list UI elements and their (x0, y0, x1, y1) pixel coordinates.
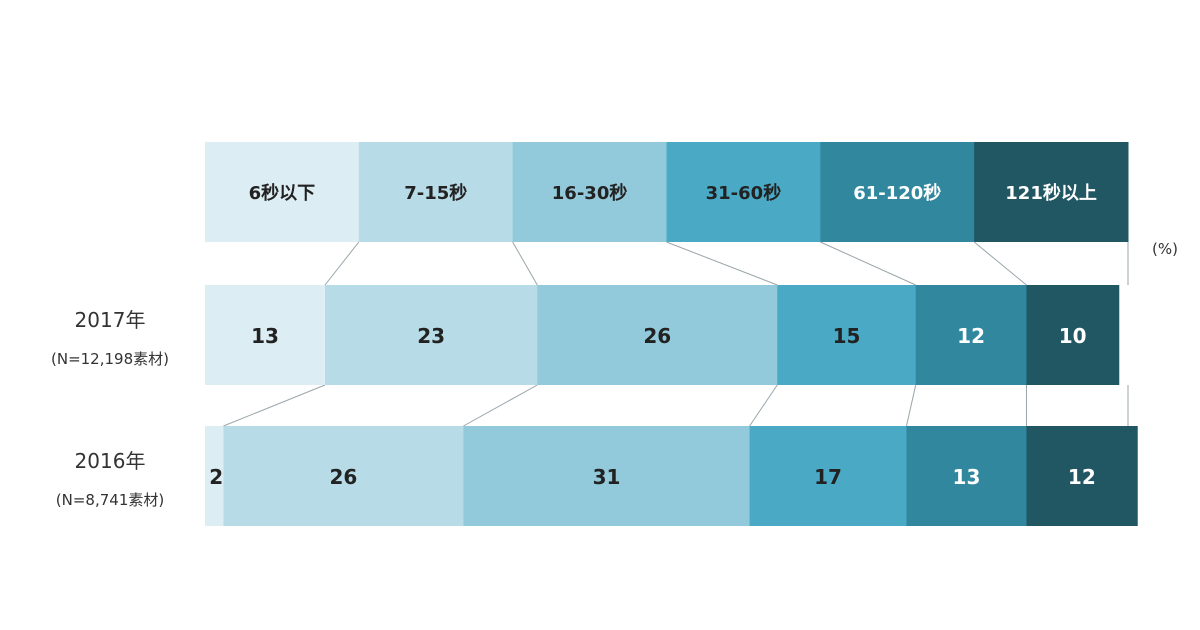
row-label: 2016年 (75, 449, 146, 473)
value-label: 13 (251, 324, 279, 348)
bar-segment (749, 426, 907, 526)
segment-connectors (223, 241, 1129, 427)
bar-segment (324, 285, 538, 385)
legend-segment (974, 142, 1129, 242)
bar-segment (1026, 285, 1120, 385)
value-label: 23 (417, 324, 445, 348)
connector-line (223, 384, 326, 427)
unit-label: (%) (1152, 240, 1178, 258)
value-label: 13 (953, 465, 981, 489)
connector-line (749, 384, 778, 427)
legend-label: 121秒以上 (1005, 182, 1097, 204)
connector-line (973, 241, 1027, 286)
bar-segment (906, 426, 1027, 526)
bar-segment (463, 426, 751, 526)
legend-label: 61-120秒 (853, 182, 941, 204)
value-label: 10 (1059, 324, 1087, 348)
bar-segment (537, 285, 778, 385)
bar-segment (223, 426, 464, 526)
row-sublabel: (N=8,741素材) (56, 491, 164, 509)
value-label: 26 (330, 465, 358, 489)
bar-segment (915, 285, 1027, 385)
value-label: 31 (593, 465, 621, 489)
legend-label: 16-30秒 (552, 182, 628, 204)
row-sublabel: (N=12,198素材) (51, 350, 169, 368)
legend-segment (205, 142, 360, 242)
legend-segment (820, 142, 975, 242)
bar-segment (205, 426, 224, 526)
legend-label: 6秒以下 (249, 182, 316, 204)
connector-line (324, 241, 360, 286)
bars: 13 23 26 15 12 10 2 26 31 17 13 12 (205, 285, 1138, 526)
connector-line (463, 384, 538, 427)
value-label: 12 (957, 324, 985, 348)
value-label: 2 (209, 465, 223, 489)
bar-segment (777, 285, 917, 385)
legend-segment (666, 142, 821, 242)
connector-line (666, 241, 778, 286)
value-label: 12 (1068, 465, 1096, 489)
bar-segment (1026, 426, 1138, 526)
connector-line (905, 384, 917, 427)
bar-segment (205, 285, 326, 385)
value-label: 15 (833, 324, 861, 348)
connector-line (820, 241, 916, 286)
value-label: 17 (814, 465, 842, 489)
legend-label: 7-15秒 (404, 182, 467, 204)
connector-line (512, 241, 538, 286)
legend-bar: 6秒以下 7-15秒 16-30秒 31-60秒 61-120秒 121秒以上 (205, 142, 1129, 242)
row-label: 2017年 (75, 308, 146, 332)
legend-label: 31-60秒 (706, 182, 782, 204)
value-label: 26 (643, 324, 671, 348)
legend-segment (512, 142, 667, 242)
row-labels: 2017年 (N=12,198素材) 2016年 (N=8,741素材) (51, 308, 169, 509)
legend-segment (358, 142, 514, 242)
